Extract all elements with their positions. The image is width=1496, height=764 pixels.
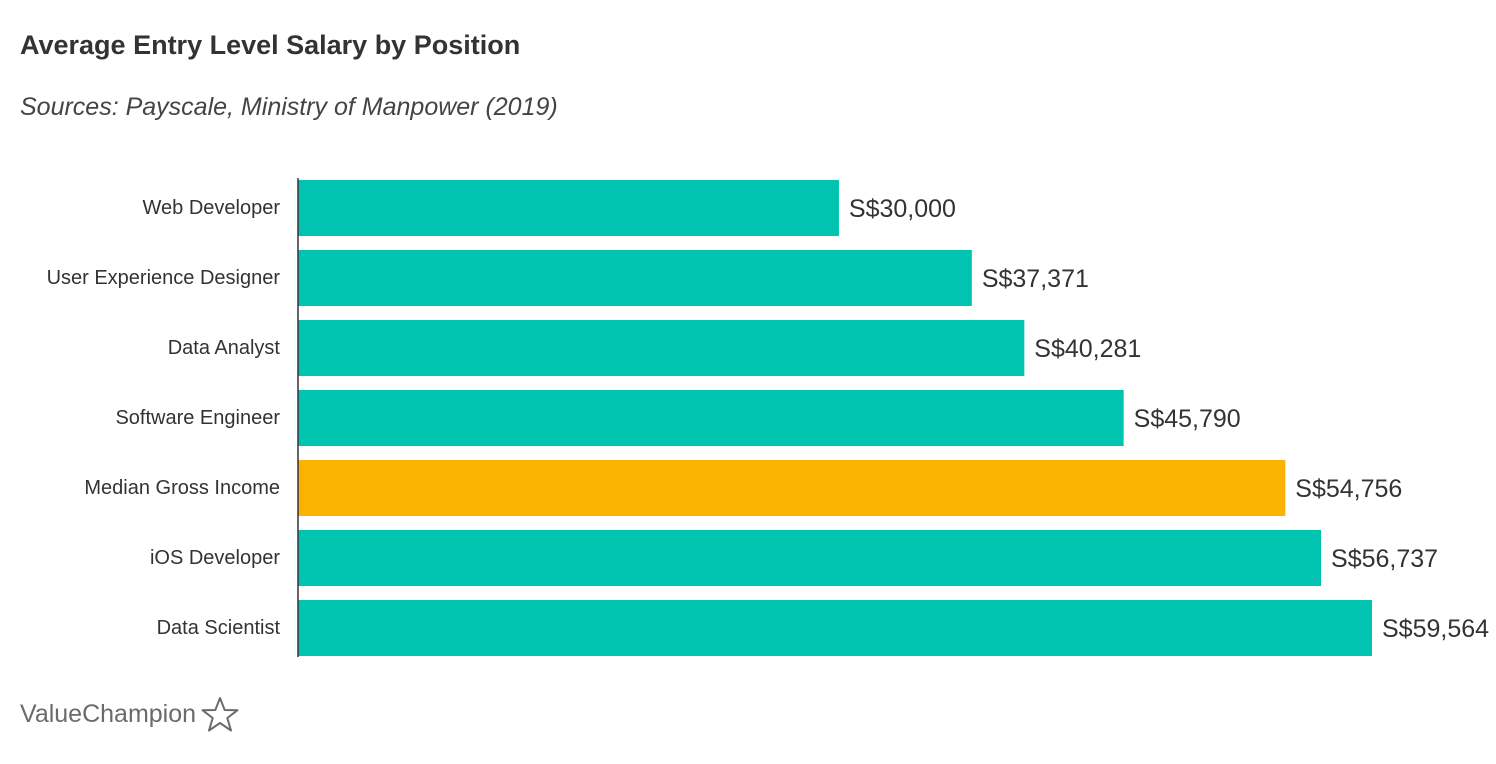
value-label: S$37,371 xyxy=(982,265,1089,293)
chart-subtitle: Sources: Payscale, Ministry of Manpower … xyxy=(20,93,558,121)
value-label: S$45,790 xyxy=(1134,405,1241,433)
category-label: Data Analyst xyxy=(168,337,281,359)
category-label: Data Scientist xyxy=(157,617,281,639)
value-label: S$40,281 xyxy=(1034,335,1141,363)
bar-user-experience-designer xyxy=(298,250,972,306)
labels-layer: Web Developer S$30,000 User Experience Des… xyxy=(47,195,1490,643)
bars-layer xyxy=(298,180,1372,656)
category-label: Web Developer xyxy=(143,197,281,219)
bar-data-scientist xyxy=(298,600,1372,656)
bar-web-developer xyxy=(298,180,839,236)
value-label: S$59,564 xyxy=(1382,615,1489,643)
bar-ios-developer xyxy=(298,530,1322,586)
brand-logo: ValueChampion xyxy=(20,696,240,732)
star-outline-icon xyxy=(201,697,239,732)
category-label: User Experience Designer xyxy=(47,267,281,289)
bar-data-analyst xyxy=(298,320,1025,376)
value-label: S$54,756 xyxy=(1295,475,1402,503)
brand-name: ValueChampion xyxy=(20,699,197,728)
chart-title: Average Entry Level Salary by Position xyxy=(20,30,521,60)
bar-software-engineer xyxy=(298,390,1124,446)
value-label: S$30,000 xyxy=(849,195,956,223)
category-label: iOS Developer xyxy=(150,547,280,569)
value-label: S$56,737 xyxy=(1331,545,1438,573)
bar-median-gross-income xyxy=(298,460,1286,516)
category-label: Median Gross Income xyxy=(84,477,280,499)
category-label: Software Engineer xyxy=(115,407,280,429)
